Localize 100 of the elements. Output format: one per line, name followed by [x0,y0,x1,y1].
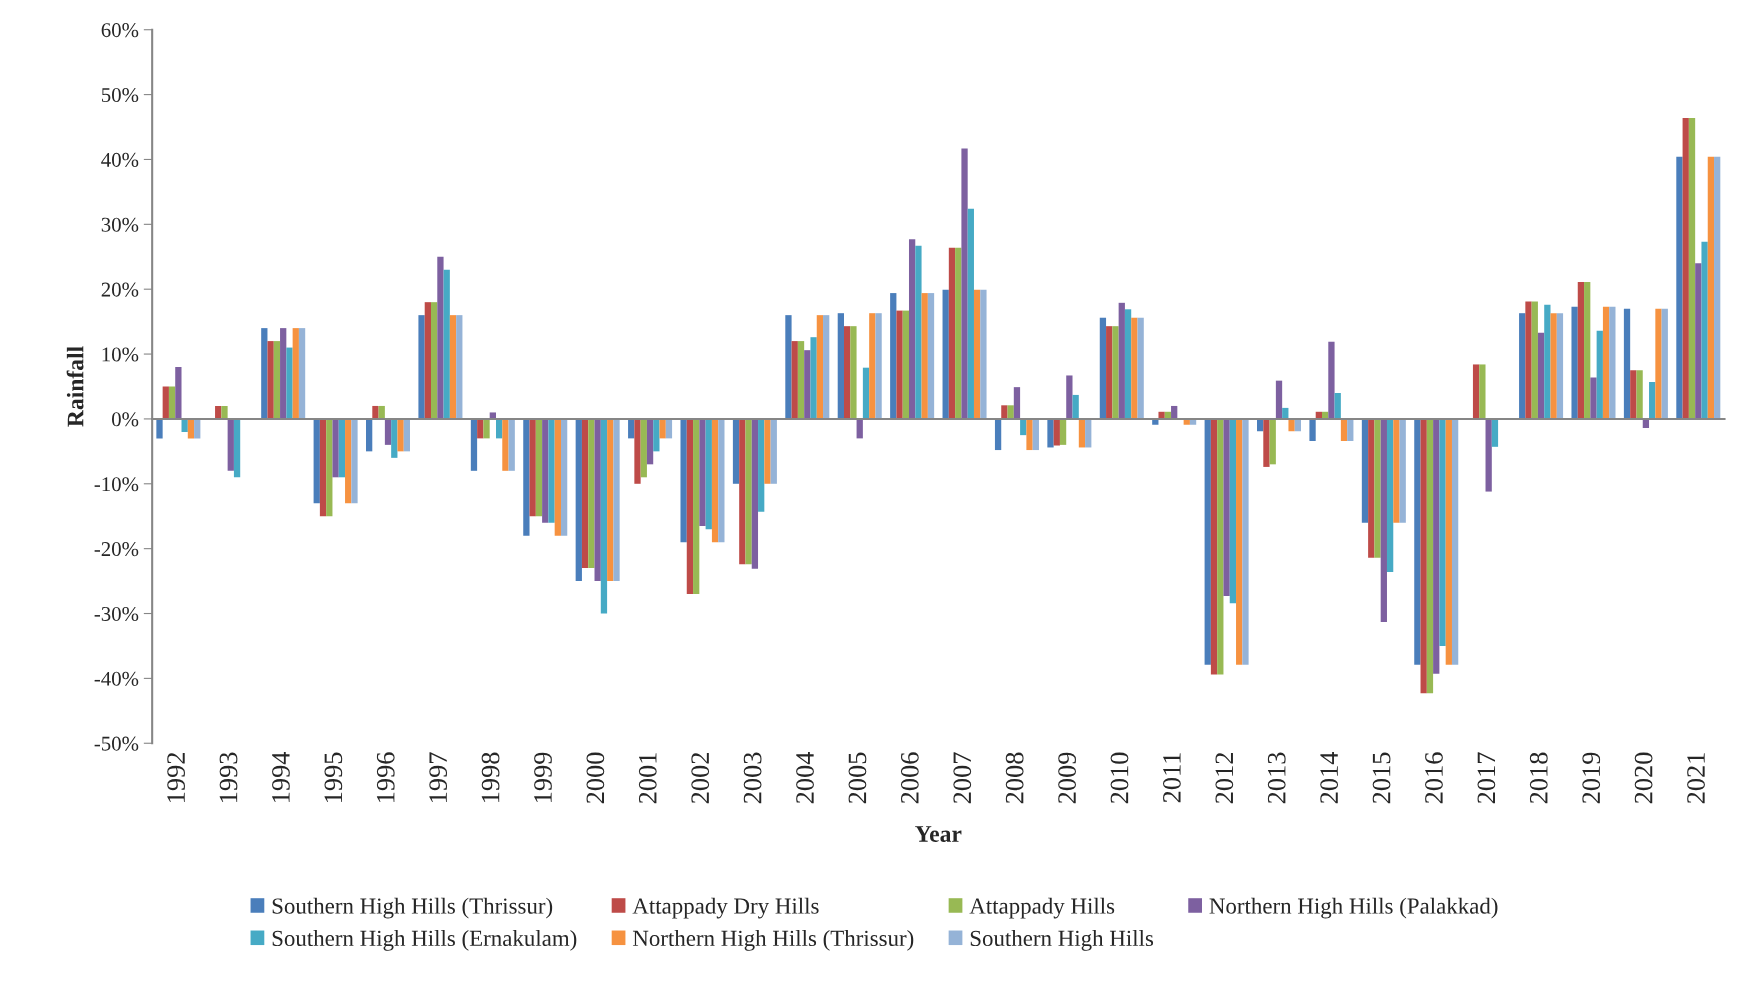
bar [1439,418,1446,646]
bar [366,418,373,452]
x-tick-label: 1995 [324,752,343,803]
x-tick-label: 1994 [272,752,290,803]
bar [1131,317,1138,419]
bar [758,418,765,512]
bar [653,418,660,452]
bar [1380,418,1387,622]
bar [1124,309,1132,419]
bar [967,208,974,419]
bar [1078,418,1086,448]
bar [273,341,281,419]
bar [1263,418,1270,467]
x-tick-label: 1997 [429,752,448,803]
bar [751,418,759,569]
bar [994,418,1002,451]
bar [850,326,857,419]
x-tick-label: 2002 [691,753,710,804]
bar [483,418,490,439]
bar [221,405,228,419]
bar [890,293,897,419]
bar [1399,418,1406,523]
bar [1210,418,1218,675]
bar [1032,418,1039,451]
bar [403,418,411,452]
x-tick-label: 1999 [534,752,552,803]
bar [921,293,928,419]
bar [869,313,876,419]
bar [1472,364,1480,419]
bar [437,256,444,419]
bar [1393,418,1400,523]
bar [1347,418,1354,441]
bar [705,418,712,530]
bar [1688,117,1696,419]
bar [332,418,339,478]
bar [233,418,241,478]
bar [1059,418,1067,445]
bar [980,289,987,419]
x-tick-label: 2005 [848,752,867,804]
bar [542,418,549,523]
bar [640,418,647,478]
y-axis-title: Rainfall [66,346,84,427]
x-tick-label: 1993 [219,752,238,803]
bar [372,405,379,419]
bar [732,418,740,484]
bar [1655,308,1662,419]
bar [338,418,346,478]
legend-label: Southern High Hills [970,929,1154,951]
x-tick-label: 2019 [1582,752,1601,804]
bar [862,367,870,419]
bar [319,418,327,517]
bar [875,313,882,419]
x-tick-label: 1996 [376,752,395,803]
bar [280,328,287,419]
bar [1596,330,1603,419]
y-tick-label: 60% [101,23,139,38]
x-tick-label: 1992 [167,753,185,803]
x-tick-label: 2010 [1110,752,1129,804]
x-tick-label: 2006 [900,752,919,804]
bar [594,418,601,582]
bar [699,418,706,526]
bar [1414,418,1421,665]
bar [261,328,268,419]
bar [908,239,916,419]
x-tick-label: 2000 [586,752,605,804]
bar [1556,313,1564,419]
bar [1275,380,1283,419]
bar [942,289,949,419]
bar [1334,392,1341,419]
bar [1066,375,1073,419]
bar [443,269,450,419]
x-tick-label: 2012 [1215,753,1234,804]
bar [961,148,968,419]
bar [1288,418,1295,432]
x-tick-label: 2001 [638,753,657,804]
x-tick-label: 2009 [1058,752,1076,804]
bar [1309,418,1316,441]
bar [607,418,614,582]
bar [634,418,641,484]
x-tick-label: 2008 [1005,752,1024,804]
bar [915,245,922,419]
bar [1590,377,1597,419]
bar [168,386,176,419]
bar [313,418,320,504]
y-tick-label: -40% [94,671,139,686]
bar [1085,418,1092,448]
bar [1269,418,1276,465]
bar [646,418,654,465]
bar [1623,308,1631,419]
bar [529,418,536,517]
bar [298,328,306,419]
bar [1525,301,1532,419]
bar [554,418,561,536]
bar [1550,313,1557,419]
bar [1223,418,1230,597]
bar [1609,306,1616,419]
bar [1236,418,1243,665]
bar [1013,387,1021,419]
x-tick-label: 2018 [1529,752,1548,804]
bar [1491,418,1499,447]
